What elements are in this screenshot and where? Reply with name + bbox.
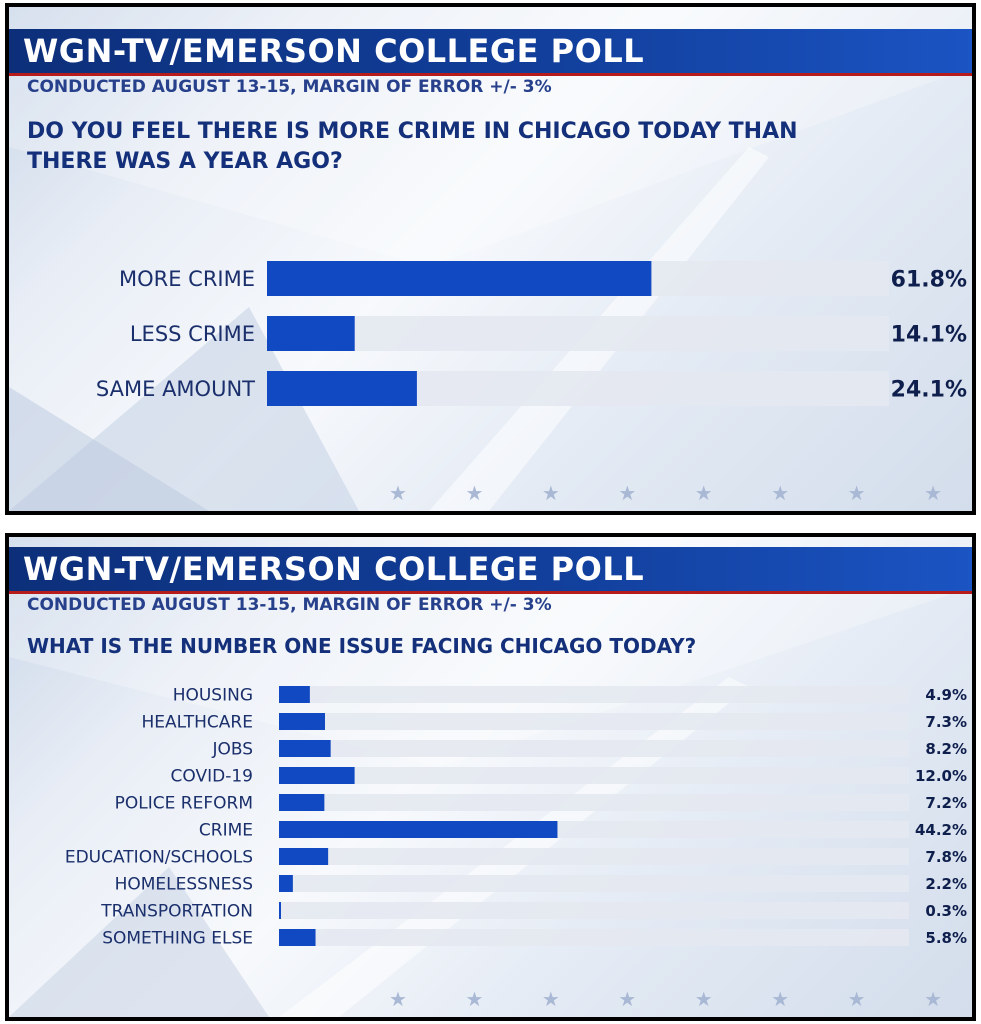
poll-subtitle: CONDUCTED AUGUST 13-15, MARGIN OF ERROR …: [27, 595, 552, 615]
bar: [279, 929, 316, 946]
bar-track: [279, 767, 909, 784]
category-label: HOMELESSNESS: [115, 875, 253, 895]
category-label: SAME AMOUNT: [96, 377, 255, 401]
star-icon: ★: [924, 987, 942, 1011]
bar: [279, 848, 329, 865]
bar-track: [279, 740, 909, 757]
poll-panel-crime-trend: WGN-TV/EMERSON COLLEGE POLL CONDUCTED AU…: [5, 3, 976, 515]
star-icon: ★: [541, 481, 560, 505]
bar: [267, 316, 355, 351]
bar-track: [279, 929, 909, 946]
poll-title: WGN-TV/EMERSON COLLEGE POLL: [23, 32, 645, 70]
value-label: 2.2%: [925, 875, 967, 893]
value-label: 24.1%: [891, 377, 967, 402]
star-icon: ★: [771, 987, 790, 1011]
bar-track: [279, 875, 909, 892]
category-label: POLICE REFORM: [115, 794, 253, 814]
value-label: 12.0%: [915, 767, 967, 785]
star-icon: ★: [694, 987, 713, 1011]
bar: [279, 740, 331, 757]
bar: [267, 261, 652, 296]
bar: [279, 902, 281, 919]
star-row: ★ ★ ★ ★ ★ ★ ★ ★: [389, 481, 942, 505]
value-label: 61.8%: [891, 267, 967, 292]
value-label: 7.8%: [925, 848, 967, 866]
poll-subtitle: CONDUCTED AUGUST 13-15, MARGIN OF ERROR …: [27, 77, 552, 97]
bar: [279, 794, 325, 811]
category-label: HOUSING: [173, 686, 253, 706]
value-label: 5.8%: [925, 929, 967, 947]
bar-chart: MORE CRIME 61.8% LESS CRIME 14.1% SAME AMOUN…: [96, 261, 967, 406]
bar: [279, 875, 293, 892]
star-row: ★ ★ ★ ★ ★ ★ ★ ★: [389, 987, 942, 1011]
category-label: JOBS: [211, 740, 253, 760]
bar-track: [279, 848, 909, 865]
poll-question: DO YOU FEEL THERE IS MORE CRIME IN CHICA…: [27, 119, 798, 174]
poll-title-bar: WGN-TV/EMERSON COLLEGE POLL: [9, 547, 972, 594]
value-label: 7.2%: [925, 794, 967, 812]
value-label: 8.2%: [925, 740, 967, 758]
bar-track: [279, 794, 909, 811]
category-label: HEALTHCARE: [141, 713, 253, 733]
star-icon: ★: [694, 481, 713, 505]
category-label: MORE CRIME: [119, 267, 255, 291]
star-icon: ★: [389, 987, 407, 1011]
poll-question: WHAT IS THE NUMBER ONE ISSUE FACING CHIC…: [27, 634, 697, 658]
bar-chart: HOUSING 4.9% HEALTHCARE 7.3% JOBS 8.2% COVID-1…: [65, 686, 967, 949]
star-icon: ★: [618, 481, 637, 505]
star-icon: ★: [541, 987, 560, 1011]
star-icon: ★: [465, 481, 484, 505]
category-label: LESS CRIME: [130, 322, 255, 346]
value-label: 4.9%: [925, 686, 967, 704]
category-label: EDUCATION/SCHOOLS: [65, 848, 253, 868]
star-icon: ★: [771, 481, 790, 505]
category-label: SOMETHING ELSE: [102, 929, 253, 949]
bar: [279, 767, 355, 784]
poll-title-bar: WGN-TV/EMERSON COLLEGE POLL: [9, 29, 972, 76]
category-label: TRANSPORTATION: [100, 902, 253, 922]
star-icon: ★: [465, 987, 484, 1011]
star-icon: ★: [847, 987, 866, 1011]
bar: [267, 371, 417, 406]
bar: [279, 713, 325, 730]
poll-panel-top-issue: WGN-TV/EMERSON COLLEGE POLL CONDUCTED AU…: [5, 533, 976, 1021]
bar-track: [279, 686, 909, 703]
category-label: CRIME: [199, 821, 253, 841]
value-label: 14.1%: [891, 322, 967, 347]
value-label: 0.3%: [925, 902, 967, 920]
bar: [279, 821, 558, 838]
bar: [279, 686, 310, 703]
value-label: 44.2%: [915, 821, 967, 839]
bar-track: [267, 316, 889, 351]
bar-track: [279, 713, 909, 730]
star-icon: ★: [618, 987, 637, 1011]
star-icon: ★: [389, 481, 407, 505]
star-icon: ★: [847, 481, 866, 505]
value-label: 7.3%: [925, 713, 967, 731]
poll-title: WGN-TV/EMERSON COLLEGE POLL: [23, 550, 645, 588]
bar-track: [279, 902, 909, 919]
star-icon: ★: [924, 481, 942, 505]
category-label: COVID-19: [171, 767, 253, 787]
